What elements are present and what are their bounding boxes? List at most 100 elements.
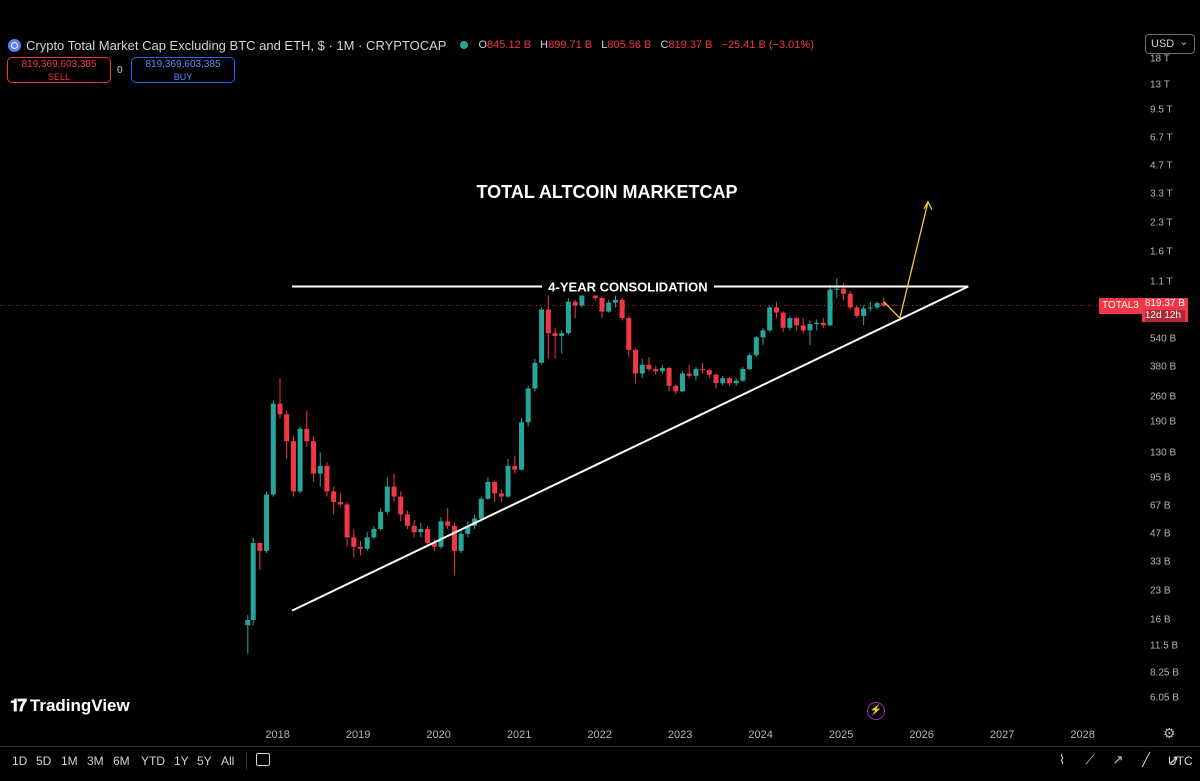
symbol-icon bbox=[8, 38, 21, 52]
candle-body bbox=[740, 369, 746, 381]
candle-body bbox=[552, 333, 558, 336]
cursor-icon[interactable]: ➚ bbox=[1168, 752, 1180, 767]
candle-body bbox=[767, 307, 773, 331]
candle-body bbox=[532, 362, 538, 389]
candle-body bbox=[646, 364, 652, 370]
y-axis-tick-label: 95 B bbox=[1150, 472, 1171, 484]
indicator-icon[interactable]: ⌇ bbox=[1058, 752, 1066, 767]
buy-button[interactable]: 819,369,603,385 BUY bbox=[131, 57, 235, 83]
y-axis-tick-label: 1.1 T bbox=[1150, 276, 1173, 288]
candle-body bbox=[747, 355, 753, 370]
line-icon[interactable]: ╱ bbox=[1142, 752, 1150, 767]
y-axis-tick-label: 8.25 B bbox=[1150, 667, 1179, 679]
candle-body bbox=[599, 298, 605, 312]
sell-button[interactable]: 819,369,603,385 SELL bbox=[7, 57, 111, 83]
candle-body bbox=[794, 318, 800, 326]
tradingview-logo-icon: 𝟏𝟕 bbox=[10, 696, 27, 715]
timeframe-button-1y[interactable]: 1Y bbox=[174, 754, 189, 768]
timeframe-button-6m[interactable]: 6M bbox=[113, 754, 130, 768]
tradingview-logo-text: TradingView bbox=[29, 696, 130, 715]
candle-body bbox=[874, 303, 880, 308]
candle-body bbox=[264, 494, 270, 551]
timeframe-button-1m[interactable]: 1M bbox=[61, 754, 78, 768]
change-value: −25.41 B (−3.01%) bbox=[721, 39, 814, 51]
x-axis-tick-label: 2026 bbox=[909, 729, 934, 741]
consolidation-annotation: 4-YEAR CONSOLIDATION bbox=[548, 279, 707, 294]
candle-body bbox=[706, 370, 712, 375]
timezone-label[interactable]: UTC bbox=[1168, 754, 1193, 768]
candle-body bbox=[391, 486, 397, 497]
candle-body bbox=[270, 403, 276, 495]
candle-body bbox=[867, 307, 873, 309]
y-axis-tick-label: 6.05 B bbox=[1150, 692, 1179, 704]
timeframe-button-1d[interactable]: 1D bbox=[12, 754, 28, 768]
symbol-title[interactable]: Crypto Total Market Cap Excluding BTC an… bbox=[26, 37, 447, 53]
candle-body bbox=[492, 482, 498, 494]
timeframe-button-3m[interactable]: 3M bbox=[87, 754, 104, 768]
candle-body bbox=[720, 378, 726, 384]
candle-body bbox=[331, 491, 337, 503]
candle-body bbox=[579, 289, 585, 306]
drawing-tools: ⌇ ⟋ ↗ ╱ ➚ bbox=[1052, 752, 1184, 770]
lightning-icon[interactable]: ⚡ bbox=[867, 702, 885, 720]
candle-body bbox=[451, 525, 457, 551]
candle-body bbox=[619, 299, 625, 319]
candle-body bbox=[807, 324, 813, 331]
y-axis-tick-label: 6.7 T bbox=[1150, 132, 1173, 144]
candle-body bbox=[284, 414, 290, 442]
candle-body bbox=[800, 325, 806, 331]
candle-body bbox=[411, 525, 417, 533]
calendar-icon[interactable] bbox=[256, 753, 270, 766]
candle-body bbox=[358, 546, 363, 549]
candle-body bbox=[626, 318, 632, 350]
open-value: 845.12 B bbox=[487, 39, 532, 51]
currency-value: USD bbox=[1151, 38, 1175, 50]
candle-body bbox=[559, 333, 565, 336]
y-axis-tick-label: 18 T bbox=[1150, 53, 1170, 65]
x-axis-tick-label: 2023 bbox=[667, 729, 693, 741]
candle-body bbox=[290, 441, 296, 492]
candle-body bbox=[539, 309, 545, 363]
candle-body bbox=[814, 322, 820, 325]
timeframe-button-all[interactable]: All bbox=[221, 754, 235, 768]
candle-body bbox=[351, 537, 357, 547]
currency-select[interactable]: USD ⌄ bbox=[1145, 34, 1195, 54]
candle-body bbox=[841, 288, 846, 294]
candle-body bbox=[458, 533, 464, 551]
candle-body bbox=[834, 288, 840, 290]
candle-body bbox=[733, 380, 739, 384]
y-axis-tick-label: 4.7 T bbox=[1150, 160, 1173, 172]
candle-body bbox=[304, 428, 310, 442]
last-price-tag: TOTAL3 819.37 B 12d 12h bbox=[1099, 298, 1188, 322]
candle-body bbox=[364, 537, 370, 549]
y-axis-tick-label: 540 B bbox=[1150, 333, 1177, 345]
tradingview-logo[interactable]: 𝟏𝟕 TradingView bbox=[10, 696, 130, 716]
buy-price: 819,369,603,385 bbox=[145, 59, 221, 70]
timeframe-button-5d[interactable]: 5D bbox=[36, 754, 52, 768]
sell-price: 819,369,603,385 bbox=[21, 59, 97, 70]
candle-body bbox=[519, 422, 524, 470]
candle-body bbox=[498, 493, 504, 497]
price-chart[interactable]: 4-YEAR CONSOLIDATION TOTAL ALTCOIN MARKET… bbox=[0, 0, 1200, 745]
bottom-toolbar bbox=[0, 746, 1200, 781]
price-tag-countdown: 12d 12h bbox=[1144, 310, 1185, 322]
ray-icon[interactable]: ↗ bbox=[1112, 752, 1124, 767]
candle-body bbox=[773, 307, 779, 313]
price-tag-symbol: TOTAL3 bbox=[1099, 298, 1142, 314]
candle-body bbox=[478, 498, 484, 519]
y-axis-tick-label: 130 B bbox=[1150, 447, 1177, 459]
candle-body bbox=[680, 373, 685, 392]
y-axis-tick-label: 47 B bbox=[1150, 528, 1171, 540]
candle-body bbox=[753, 337, 759, 356]
toolbar-divider bbox=[246, 752, 247, 770]
x-axis-tick-label: 2027 bbox=[989, 729, 1015, 741]
candle-body bbox=[445, 521, 451, 526]
timeframe-button-ytd[interactable]: YTD bbox=[141, 754, 165, 768]
timeframe-button-5y[interactable]: 5Y bbox=[197, 754, 212, 768]
trendline-icon[interactable]: ⟋ bbox=[1085, 752, 1095, 767]
y-axis-tick-label: 3.3 T bbox=[1150, 188, 1173, 200]
gear-icon[interactable]: ⚙ bbox=[1163, 725, 1176, 741]
x-axis-tick-label: 2028 bbox=[1070, 729, 1095, 741]
candle-body bbox=[639, 364, 645, 374]
candle-body bbox=[324, 465, 330, 492]
